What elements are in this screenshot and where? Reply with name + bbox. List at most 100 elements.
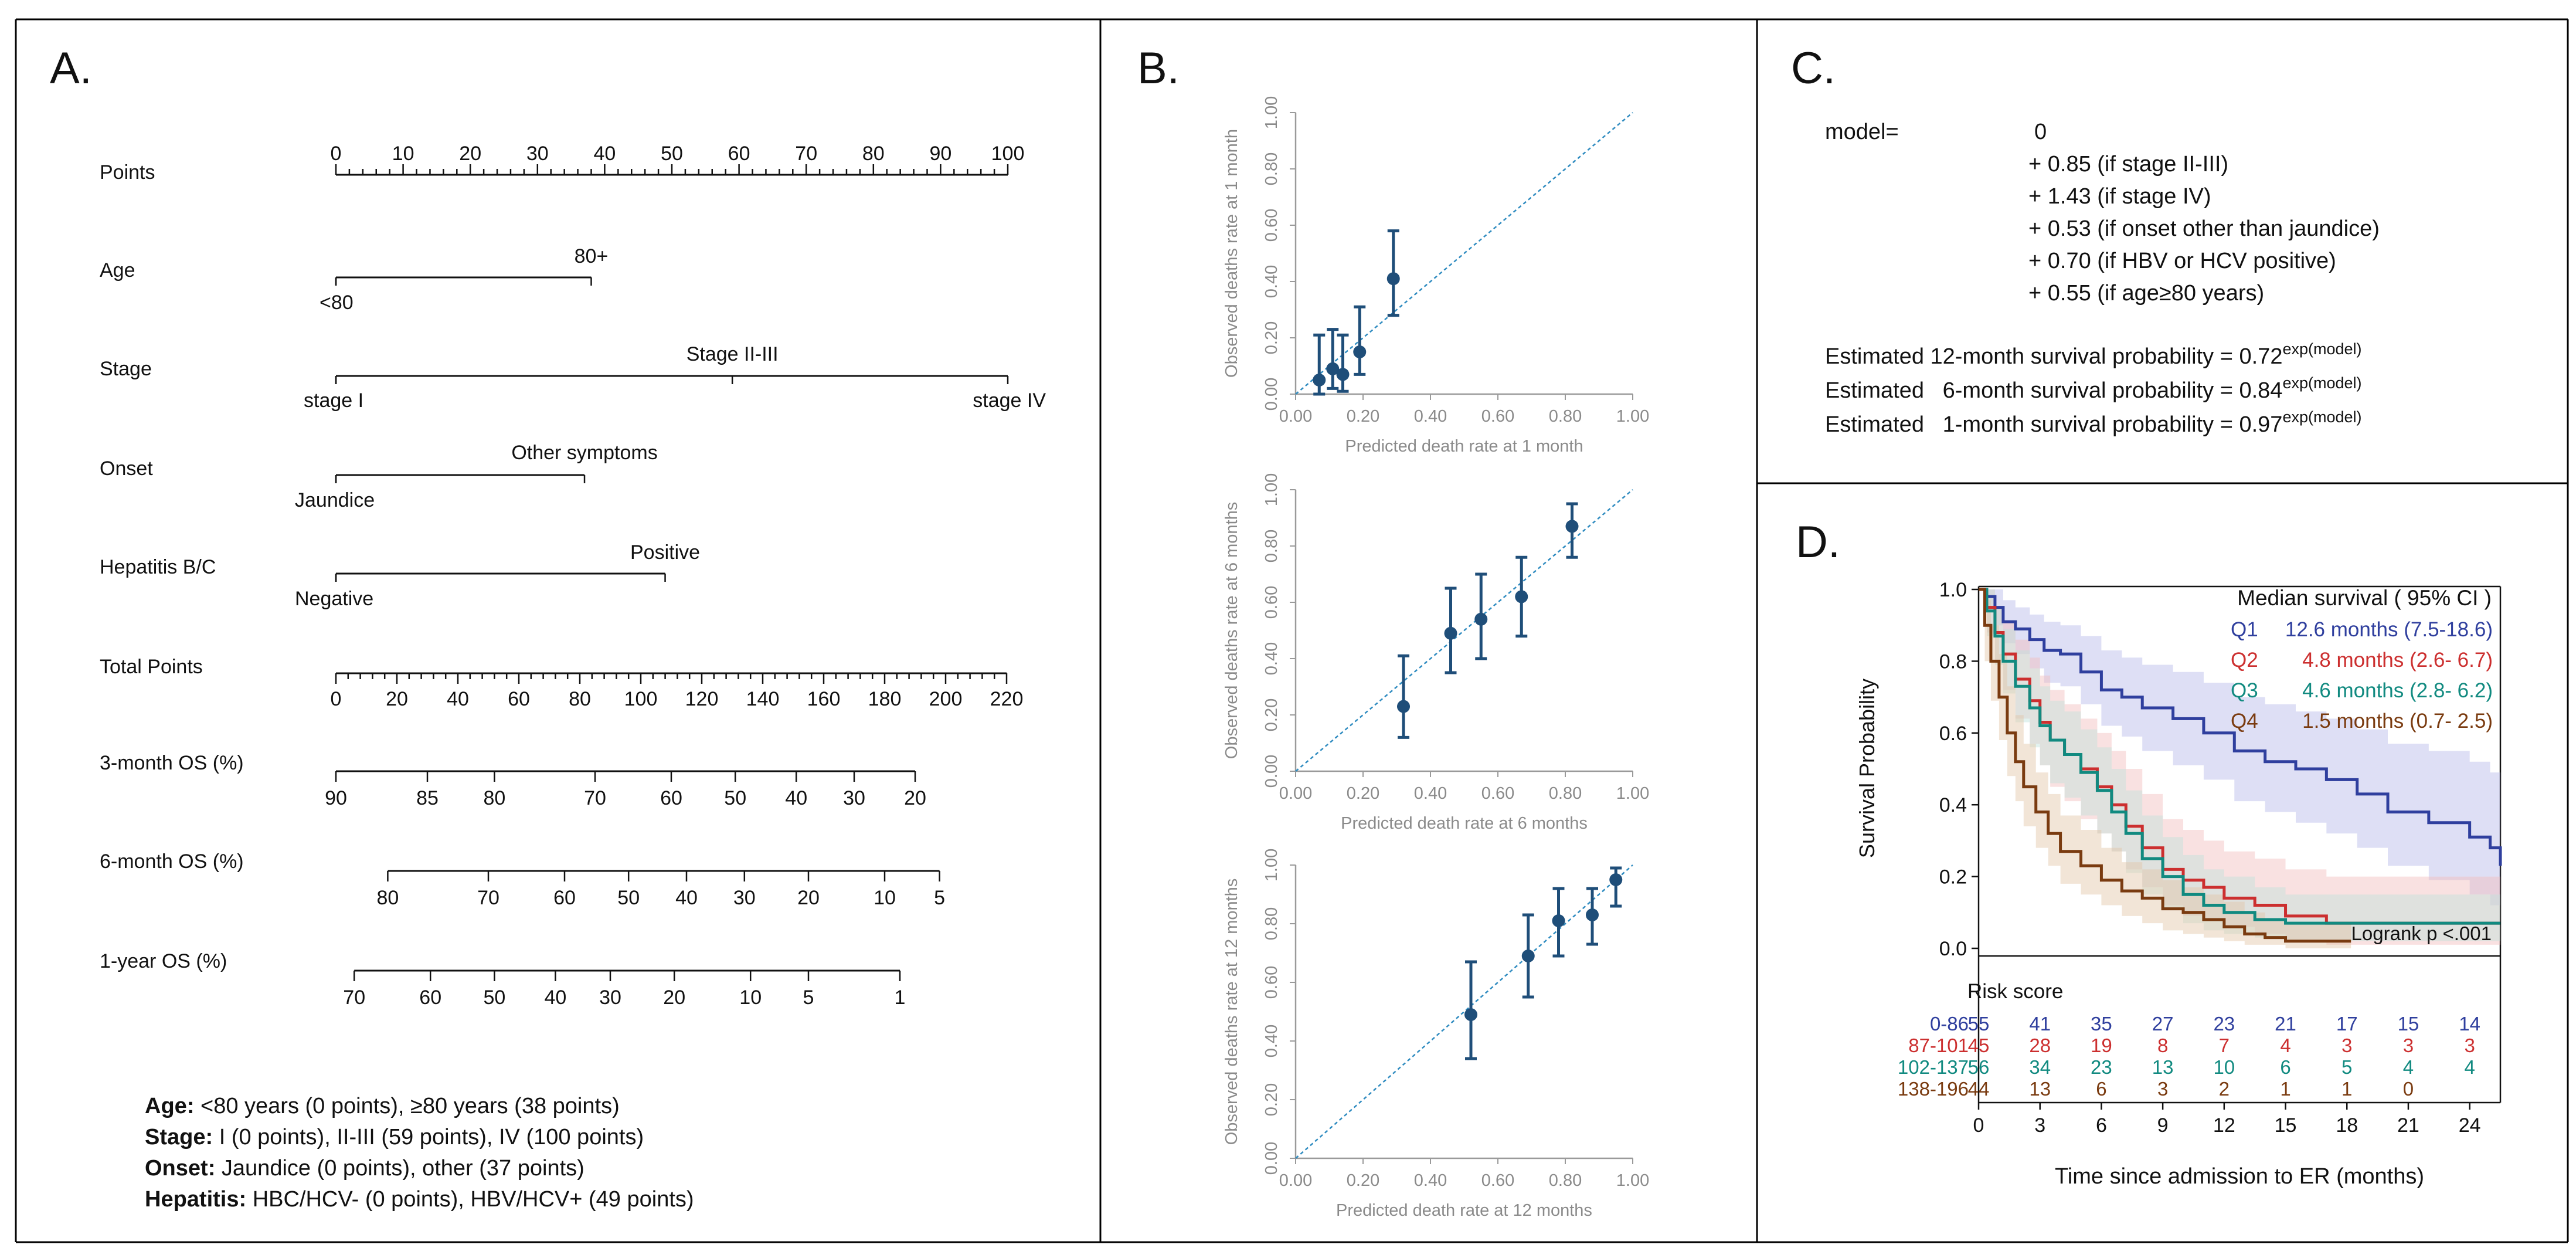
points-tick-label: 100 xyxy=(991,143,1025,165)
km-x-tick-label: 0 xyxy=(1973,1114,1984,1137)
km-legend-group: Q2 xyxy=(2231,649,2258,672)
km-x-tick-label: 21 xyxy=(2397,1114,2419,1137)
calibration-y-tick-label: 0.00 xyxy=(1262,755,1281,788)
km-x-tick-label: 6 xyxy=(2096,1114,2107,1137)
os-scale-tick-label: 40 xyxy=(544,986,566,1009)
calibration-point xyxy=(1586,908,1599,921)
km-risk-count: 6 xyxy=(2280,1056,2290,1078)
calibration-point xyxy=(1609,873,1623,886)
nomogram-row-label: Onset xyxy=(100,457,153,480)
km-risk-count: 21 xyxy=(2275,1013,2296,1035)
panel-c-letter: C. xyxy=(1791,43,1836,93)
points-tick-label: 80 xyxy=(862,143,885,165)
os-scale-tick-label: 80 xyxy=(483,787,505,809)
calibration-y-tick-label: 0.60 xyxy=(1262,966,1281,999)
os-scale-tick-label: 50 xyxy=(617,887,640,909)
km-risk-count: 0 xyxy=(2403,1078,2414,1100)
os-scale-tick-label: 50 xyxy=(483,986,505,1009)
os-scale-tick-label: 40 xyxy=(675,887,698,909)
calibration-y-tick-label: 0.40 xyxy=(1262,265,1281,298)
total-points-tick-label: 220 xyxy=(990,688,1024,710)
calibration-x-tick-label: 1.00 xyxy=(1616,407,1649,426)
km-risk-count: 2 xyxy=(2219,1078,2230,1100)
km-legend-group: Q1 xyxy=(2231,618,2258,641)
nomogram-row-label: Age xyxy=(100,259,135,282)
model-label: model= xyxy=(1825,120,1899,144)
km-curve xyxy=(1979,588,2500,925)
nomogram-level-label: 80+ xyxy=(575,245,609,267)
os-scale-tick-label: 20 xyxy=(663,986,685,1009)
km-risk-count: 3 xyxy=(2157,1078,2168,1100)
model-term: + 0.55 (if age≥80 years) xyxy=(2028,281,2264,306)
calibration-point xyxy=(1552,914,1565,927)
nomogram-panel: Points Age Stage Onset Hepatitis B/C Total Po… xyxy=(100,143,1046,1212)
nomogram-level-label: Jaundice xyxy=(295,489,375,511)
km-y-tick-label: 0.8 xyxy=(1939,650,1967,673)
calibration-x-tick-label: 1.00 xyxy=(1616,784,1649,803)
panel-d-letter: D. xyxy=(1796,517,1840,567)
calibration-x-tick-label: 0.00 xyxy=(1279,1171,1312,1190)
km-risk-count: 10 xyxy=(2213,1056,2235,1078)
km-confidence-band xyxy=(1979,589,2500,941)
km-y-tick-label: 0.0 xyxy=(1939,938,1967,960)
calibration-y-tick-label: 0.00 xyxy=(1262,1142,1281,1175)
calibration-x-tick-label: 0.20 xyxy=(1347,784,1379,803)
km-curve xyxy=(1979,588,2351,943)
km-x-tick-label: 3 xyxy=(2034,1114,2045,1137)
km-risk-count: 6 xyxy=(2096,1078,2106,1100)
calibration-x-tick-label: 0.20 xyxy=(1347,1171,1379,1190)
estimate-line: Estimated 12-month survival probability … xyxy=(1825,340,2362,369)
nomogram-level-label: Negative xyxy=(295,588,373,610)
calibration-point xyxy=(1386,272,1400,286)
km-x-tick-label: 9 xyxy=(2157,1114,2169,1137)
km-y-tick-label: 0.2 xyxy=(1939,866,1967,889)
points-tick-label: 90 xyxy=(929,143,951,165)
km-risk-count: 27 xyxy=(2152,1013,2174,1035)
calibration-x-label: Predicted death rate at 12 months xyxy=(1336,1201,1592,1220)
model-term: + 0.85 (if stage II-III) xyxy=(2028,152,2228,177)
legend-text: HBC/HCV- (0 points), HBV/HCV+ (49 points… xyxy=(246,1187,694,1212)
km-risk-count: 55 xyxy=(1968,1013,1990,1035)
km-risk-count: 44 xyxy=(1968,1078,1990,1100)
nomogram-level-label: Other symptoms xyxy=(511,442,657,464)
os-scale-tick-label: 20 xyxy=(797,887,820,909)
estimate-exponent: exp(model) xyxy=(2282,408,2361,426)
os-scale-tick-label: 5 xyxy=(934,887,945,909)
calibration-y-tick-label: 0.60 xyxy=(1262,209,1281,242)
legend-key: Hepatitis: xyxy=(145,1187,246,1212)
legend-text: Jaundice (0 points), other (37 points) xyxy=(215,1156,584,1181)
calibration-x-tick-label: 0.80 xyxy=(1549,407,1582,426)
os-scale-tick-label: 20 xyxy=(904,787,926,809)
calibration-x-tick-label: 0.60 xyxy=(1481,784,1514,803)
km-risk-count: 8 xyxy=(2157,1035,2168,1056)
nomogram-legend-line: Age: <80 years (0 points), ≥80 years (38… xyxy=(145,1094,620,1118)
total-points-tick-label: 120 xyxy=(685,688,719,710)
os-scale-tick-label: 10 xyxy=(739,986,762,1009)
os-scale-tick-label: 50 xyxy=(724,787,746,809)
calibration-x-tick-label: 0.20 xyxy=(1347,407,1379,426)
estimate-line: Estimated 6-month survival probability =… xyxy=(1825,374,2362,403)
nomogram-level-label: stage I xyxy=(304,389,363,412)
estimate-text: Estimated 6-month survival probability =… xyxy=(1825,378,2282,403)
km-legend-text: 4.6 months (2.8- 6.2) xyxy=(2302,679,2493,702)
km-risk-count: 23 xyxy=(2213,1013,2235,1035)
panel-borders xyxy=(15,18,2569,1243)
legend-key: Onset: xyxy=(145,1156,215,1181)
model-term: + 1.43 (if stage IV) xyxy=(2028,184,2211,209)
km-risk-count: 3 xyxy=(2341,1035,2352,1056)
estimate-text: Estimated 1-month survival probability =… xyxy=(1825,412,2282,437)
km-risk-count: 56 xyxy=(1968,1056,1990,1078)
calibration-y-tick-label: 0.60 xyxy=(1262,586,1281,619)
km-risk-count: 13 xyxy=(2029,1078,2051,1100)
km-risk-count: 35 xyxy=(2091,1013,2112,1035)
calibration-point xyxy=(1444,626,1457,640)
km-risk-count: 13 xyxy=(2152,1056,2174,1078)
km-curve xyxy=(1979,588,2502,866)
km-risk-count: 3 xyxy=(2403,1035,2414,1056)
km-risk-count: 19 xyxy=(2091,1035,2112,1056)
calibration-y-tick-label: 1.00 xyxy=(1262,849,1281,881)
calibration-y-label: Observed deaths rate at 1 month xyxy=(1222,129,1241,378)
km-risk-count: 3 xyxy=(2464,1035,2475,1056)
nomogram-row-label: 1-year OS (%) xyxy=(100,950,227,972)
